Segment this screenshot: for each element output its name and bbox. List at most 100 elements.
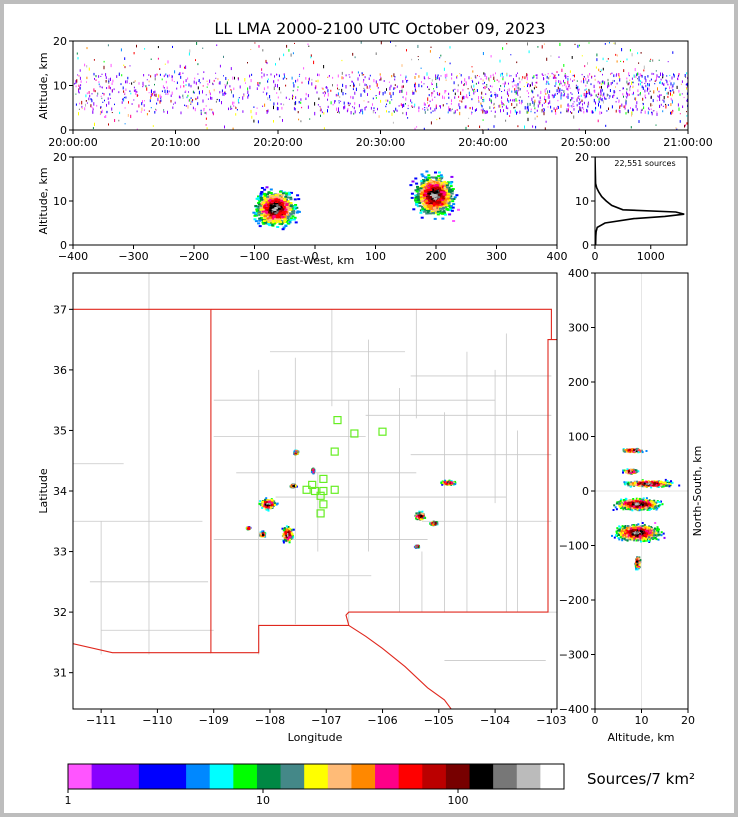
ew-altitude-source	[293, 198, 297, 201]
time-altitude-source	[584, 65, 586, 68]
time-altitude-source	[609, 95, 611, 98]
time-altitude-source	[428, 105, 429, 107]
ew-altitude-source	[445, 207, 449, 210]
time-altitude-source	[105, 115, 107, 118]
time-altitude-source	[583, 92, 585, 97]
ew-altitude-source	[271, 220, 275, 223]
time-altitude-source	[233, 87, 235, 91]
time-altitude-source	[292, 89, 294, 92]
time-altitude-source	[266, 62, 268, 65]
time-altitude-source	[569, 87, 571, 89]
time-altitude-source	[506, 72, 508, 75]
time-altitude-source	[448, 96, 450, 99]
time-altitude-source	[523, 85, 525, 88]
time-altitude-source	[463, 95, 465, 100]
ew-altitude-source	[272, 212, 275, 215]
time-altitude-source	[109, 93, 111, 96]
time-altitude-source	[370, 106, 372, 110]
time-altitude-source	[574, 43, 576, 45]
time-altitude-source	[372, 97, 374, 100]
ew-altitude-source	[451, 206, 455, 209]
ew-altitude-source	[452, 203, 456, 206]
plan-view-source	[282, 540, 285, 543]
time-altitude-source	[485, 110, 487, 114]
plan-view-source	[271, 504, 274, 506]
time-altitude-source	[154, 74, 156, 78]
time-altitude-source	[197, 73, 199, 75]
time-altitude-source	[274, 83, 276, 88]
plan-view-source	[440, 481, 443, 484]
time-altitude-source	[324, 94, 325, 97]
time-altitude-source	[612, 95, 613, 98]
time-altitude-source	[194, 107, 196, 112]
time-altitude-source	[633, 108, 634, 112]
time-altitude-source	[154, 94, 156, 96]
ew-altitude-source	[255, 210, 259, 213]
time-altitude-source	[613, 94, 615, 97]
time-altitude-source	[341, 59, 343, 62]
time-altitude-source	[541, 45, 543, 49]
time-altitude-source	[670, 103, 672, 107]
time-altitude-source	[530, 110, 532, 113]
time-altitude-source	[627, 83, 629, 86]
time-altitude-source	[159, 94, 161, 98]
time-altitude-source	[552, 94, 554, 99]
time-altitude-source	[599, 96, 601, 100]
time-altitude-source	[238, 97, 240, 99]
time-altitude-source	[99, 113, 101, 116]
ew-altitude-source	[262, 220, 266, 222]
time-altitude-source	[642, 103, 644, 106]
time-altitude-source	[495, 93, 497, 97]
time-altitude-source	[193, 80, 195, 84]
time-altitude-source	[573, 105, 575, 107]
ew-altitude-source	[254, 220, 258, 223]
plan-view-source	[283, 533, 286, 536]
ew-altitude-source	[419, 187, 423, 190]
ew-altitude-source	[258, 200, 262, 203]
ew-altitude-x-tick-label: −400	[58, 250, 88, 263]
ew-altitude-source	[435, 190, 439, 193]
time-altitude-source	[93, 88, 95, 92]
time-altitude-source	[88, 97, 90, 101]
time-altitude-source	[647, 84, 649, 87]
plan-view-source	[282, 541, 285, 544]
time-altitude-source	[433, 90, 435, 92]
ew-altitude-x-tick-label: 100	[365, 250, 386, 263]
time-altitude-source	[466, 94, 468, 97]
time-altitude-source	[625, 112, 627, 115]
time-altitude-source	[118, 91, 120, 94]
plan-view-source	[454, 480, 457, 483]
ew-altitude-source	[277, 198, 281, 201]
time-altitude-source	[461, 80, 463, 84]
time-altitude-source	[148, 110, 150, 112]
time-altitude-source	[210, 96, 211, 100]
time-altitude-source	[650, 95, 652, 99]
time-altitude-source	[490, 91, 492, 93]
time-altitude-source	[600, 83, 602, 85]
time-altitude-source	[594, 78, 596, 81]
time-altitude-source	[391, 75, 393, 78]
ew-altitude-source	[263, 206, 267, 209]
time-altitude-source	[577, 85, 579, 89]
time-altitude-source	[428, 94, 430, 97]
ew-altitude-source	[436, 209, 440, 212]
ew-altitude-source	[285, 192, 289, 195]
time-altitude-source	[155, 93, 157, 97]
ew-altitude-source	[264, 215, 267, 218]
time-altitude-source	[638, 76, 640, 79]
ew-altitude-source	[257, 202, 261, 204]
ew-altitude-source	[289, 198, 293, 201]
ew-altitude-source	[439, 189, 443, 192]
time-altitude-source	[288, 49, 290, 52]
time-altitude-source	[561, 68, 563, 72]
time-altitude-source	[595, 101, 596, 105]
time-altitude-source	[100, 106, 102, 109]
time-altitude-source	[666, 75, 668, 77]
time-altitude-source	[520, 101, 522, 105]
county-boundaries	[73, 273, 557, 661]
time-altitude-source	[337, 87, 338, 90]
time-altitude-source	[375, 97, 377, 99]
time-altitude-source	[224, 91, 225, 94]
time-altitude-source	[131, 82, 133, 85]
time-altitude-source	[468, 76, 470, 80]
